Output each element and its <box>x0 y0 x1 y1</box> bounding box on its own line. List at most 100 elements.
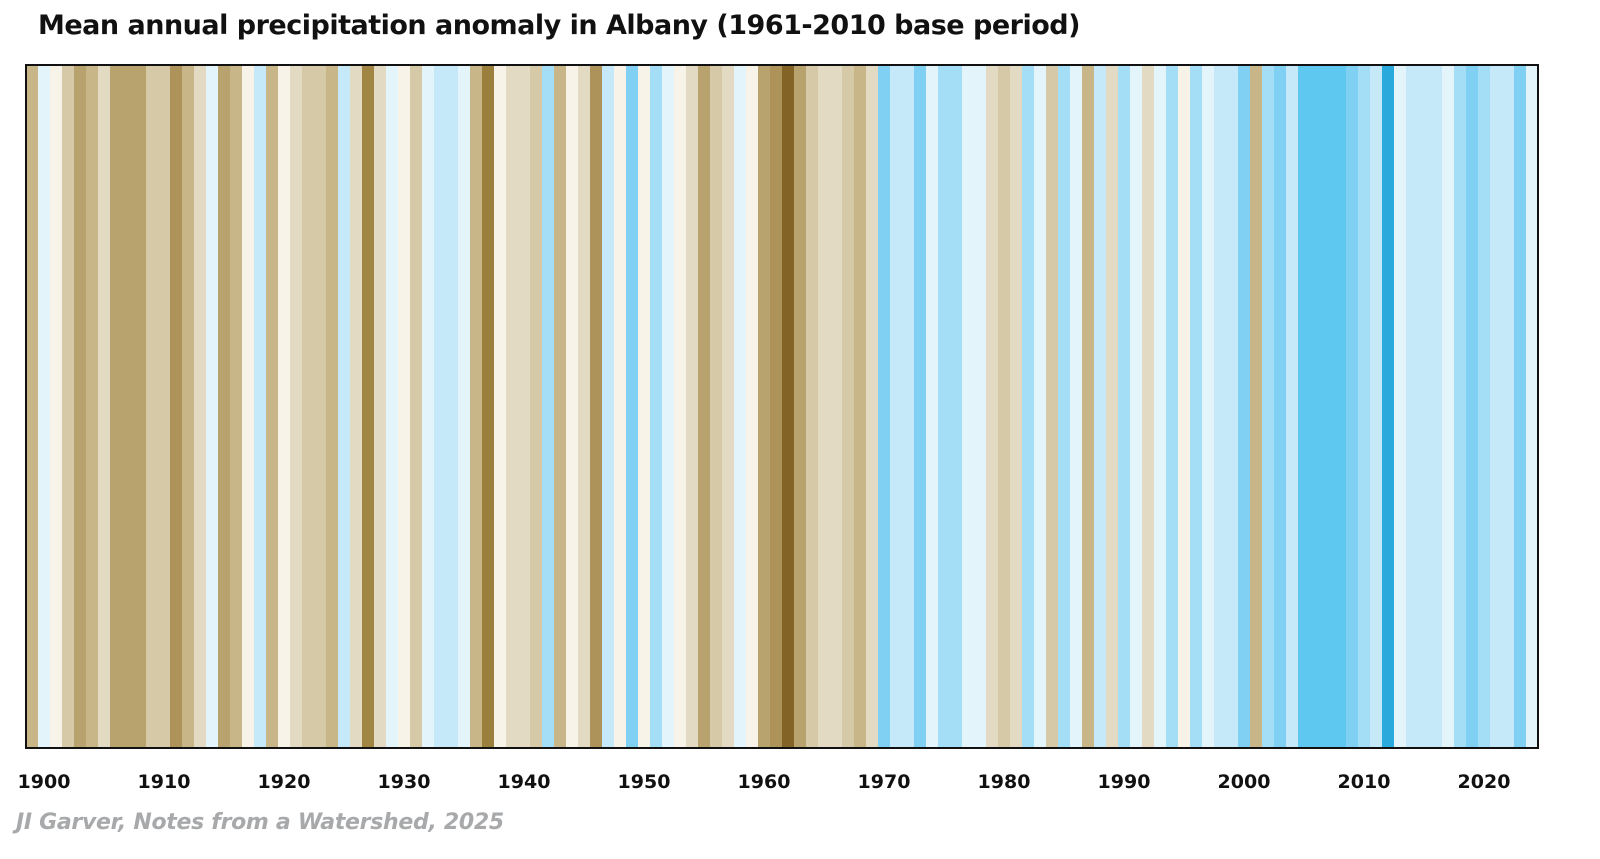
stripe-1907 <box>122 65 135 748</box>
stripe-1926 <box>350 65 363 748</box>
stripe-1939 <box>506 65 519 748</box>
stripe-1928 <box>374 65 387 748</box>
stripe-1944 <box>566 65 579 748</box>
stripe-1946 <box>590 65 603 748</box>
stripe-1983 <box>1034 65 1047 748</box>
stripe-1976 <box>950 65 963 748</box>
stripe-1924 <box>326 65 339 748</box>
stripe-1953 <box>674 65 687 748</box>
stripe-1943 <box>554 65 567 748</box>
stripe-1957 <box>722 65 735 748</box>
stripe-1905 <box>98 65 111 748</box>
stripe-1962 <box>782 65 795 748</box>
x-axis-ticks: 1900 1910 1920 1930 1940 1950 1960 1970 1980 1990… <box>18 771 1511 793</box>
stripe-1938 <box>494 65 507 748</box>
stripe-1947 <box>602 65 615 748</box>
stripe-1992 <box>1142 65 1155 748</box>
stripe-1990 <box>1118 65 1131 748</box>
x-tick-label-1930: 1930 <box>378 771 431 793</box>
plot-frame <box>25 64 1539 749</box>
stripe-1949 <box>626 65 639 748</box>
author-credit: JI Garver, Notes from a Watershed, 2025 <box>16 810 504 835</box>
stripe-1979 <box>986 65 999 748</box>
stripe-1978 <box>974 65 987 748</box>
stripe-2009 <box>1346 65 1359 748</box>
stripe-1971 <box>890 65 903 748</box>
stripe-1997 <box>1202 65 1215 748</box>
stripe-2010 <box>1358 65 1371 748</box>
x-tick-label-1950: 1950 <box>618 771 671 793</box>
stripe-1900 <box>38 65 51 748</box>
stripe-1912 <box>182 65 195 748</box>
stripe-2020 <box>1478 65 1491 748</box>
stripe-1930 <box>398 65 411 748</box>
stripe-1941 <box>530 65 543 748</box>
stripe-1963 <box>794 65 807 748</box>
stripe-1952 <box>662 65 675 748</box>
stripe-2000 <box>1238 65 1251 748</box>
stripe-1977 <box>962 65 975 748</box>
stripe-2014 <box>1406 65 1419 748</box>
stripe-1942 <box>542 65 555 748</box>
stripe-1996 <box>1190 65 1203 748</box>
stripe-1981 <box>1010 65 1023 748</box>
stripe-1967 <box>842 65 855 748</box>
stripe-1958 <box>734 65 747 748</box>
stripe-1965 <box>818 65 831 748</box>
stripe-1970 <box>878 65 891 748</box>
stripe-1899 <box>26 65 39 748</box>
x-tick-label-1940: 1940 <box>498 771 551 793</box>
stripe-1982 <box>1022 65 1035 748</box>
stripe-1973 <box>914 65 927 748</box>
stripe-1945 <box>578 65 591 748</box>
stripe-2013 <box>1394 65 1407 748</box>
stripe-1932 <box>422 65 435 748</box>
stripe-2011 <box>1370 65 1383 748</box>
stripe-1931 <box>410 65 423 748</box>
stripe-1964 <box>806 65 819 748</box>
stripe-2017 <box>1442 65 1455 748</box>
stripe-1991 <box>1130 65 1143 748</box>
stripe-1955 <box>698 65 711 748</box>
stripe-1933 <box>434 65 447 748</box>
stripe-1929 <box>386 65 399 748</box>
stripe-1974 <box>926 65 939 748</box>
stripe-1902 <box>62 65 75 748</box>
stripe-1906 <box>110 65 123 748</box>
stripe-2019 <box>1466 65 1479 748</box>
stripe-1917 <box>242 65 255 748</box>
x-tick-label-1980: 1980 <box>978 771 1031 793</box>
stripe-1920 <box>278 65 291 748</box>
x-tick-label-2010: 2010 <box>1338 771 1391 793</box>
stripe-1948 <box>614 65 627 748</box>
stripe-1993 <box>1154 65 1167 748</box>
x-tick-label-1960: 1960 <box>738 771 791 793</box>
stripe-1919 <box>266 65 279 748</box>
stripe-2004 <box>1286 65 1299 748</box>
stripe-1969 <box>866 65 879 748</box>
stripe-2015 <box>1418 65 1431 748</box>
stripe-1937 <box>482 65 495 748</box>
stripe-1994 <box>1166 65 1179 748</box>
x-tick-label-2000: 2000 <box>1218 771 1271 793</box>
stripe-1918 <box>254 65 267 748</box>
stripe-1925 <box>338 65 351 748</box>
stripe-1910 <box>158 65 171 748</box>
stripe-1980 <box>998 65 1011 748</box>
stripe-2008 <box>1334 65 1347 748</box>
stripe-2012 <box>1382 65 1395 748</box>
stripe-1901 <box>50 65 63 748</box>
stripe-1915 <box>218 65 231 748</box>
stripe-2023 <box>1514 65 1527 748</box>
stripe-2002 <box>1262 65 1275 748</box>
stripe-1985 <box>1058 65 1071 748</box>
stripe-1951 <box>650 65 663 748</box>
stripe-1989 <box>1106 65 1119 748</box>
stripe-1909 <box>146 65 159 748</box>
stripe-1950 <box>638 65 651 748</box>
stripe-2018 <box>1454 65 1467 748</box>
chart-title: Mean annual precipitation anomaly in Alb… <box>38 10 1080 41</box>
x-tick-label-2020: 2020 <box>1458 771 1511 793</box>
stripe-1959 <box>746 65 759 748</box>
